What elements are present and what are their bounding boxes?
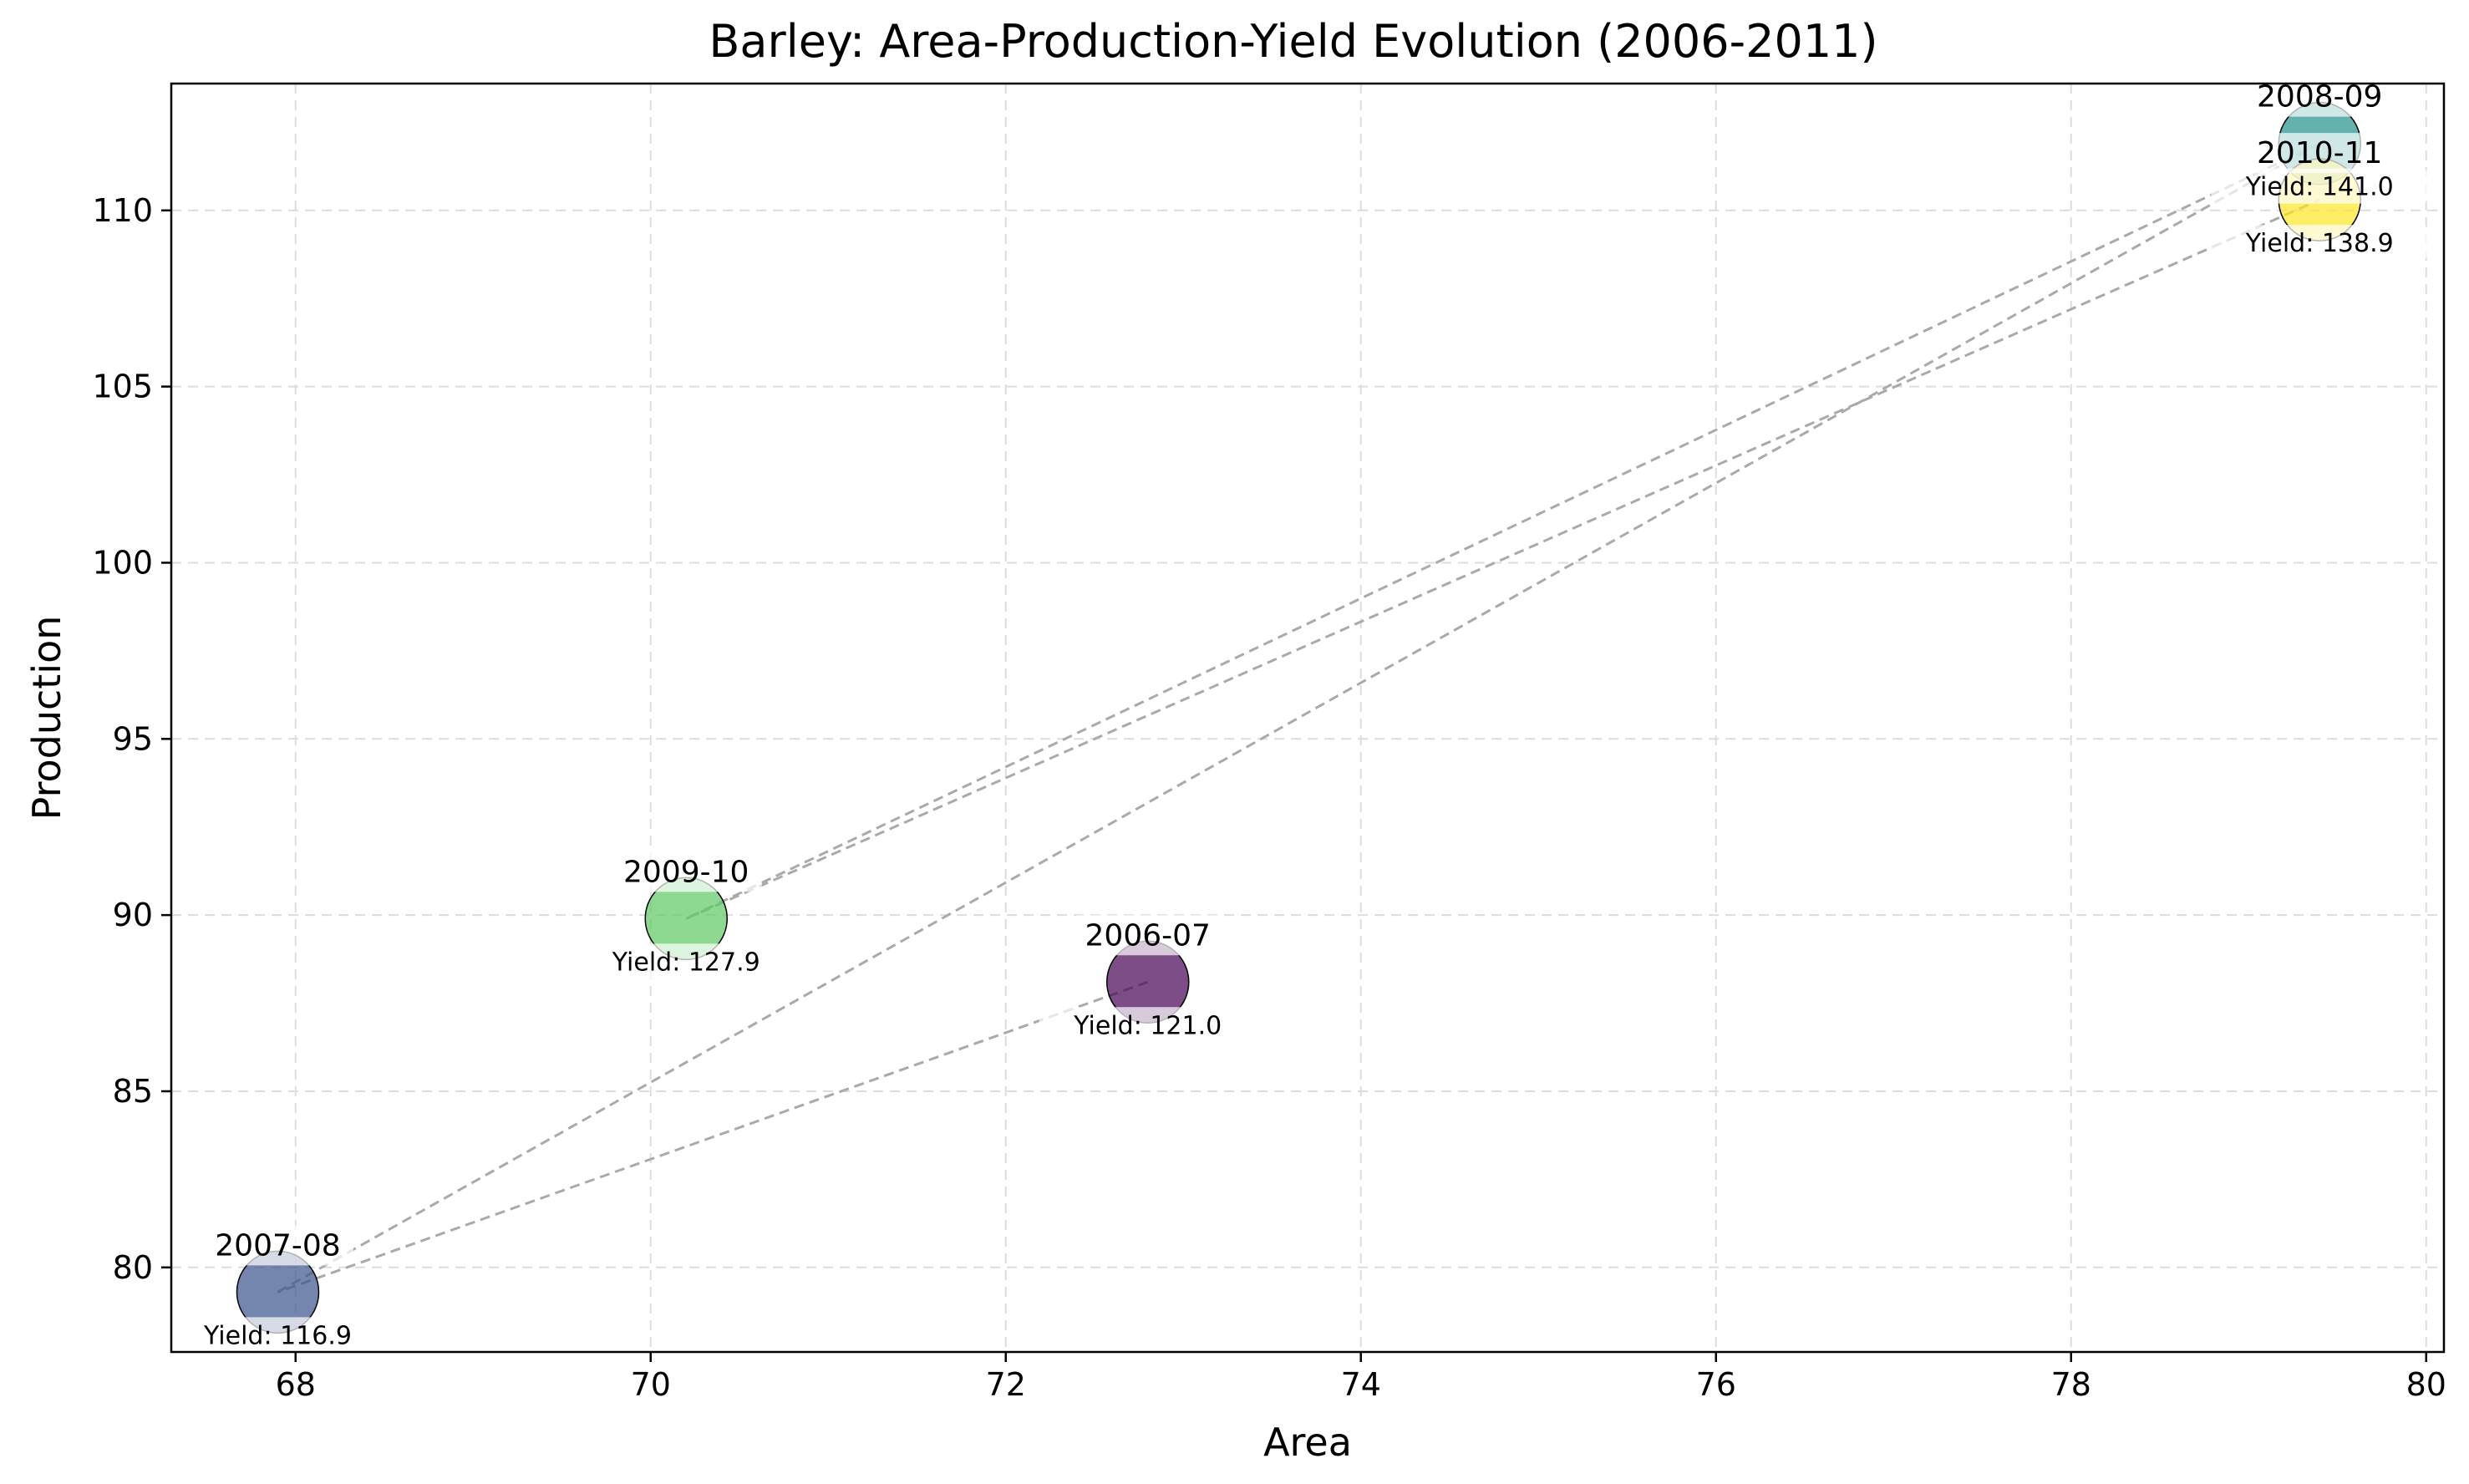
y-tick-label: 105 <box>92 368 153 405</box>
x-axis-label: Area <box>1263 1420 1352 1465</box>
period-label-bg <box>2243 76 2395 117</box>
yield-label: Yield: 141.0 <box>2245 173 2394 202</box>
x-tick-label: 68 <box>276 1366 316 1403</box>
period-label-bg <box>202 1225 353 1266</box>
y-tick-label: 110 <box>92 192 153 229</box>
period-label: 2008-09 <box>2257 80 2382 114</box>
trajectory-segment <box>685 198 2320 920</box>
period-label: 2009-10 <box>623 855 749 889</box>
yield-label-bg <box>577 943 795 979</box>
y-axis-ticks: 80 85 90 95 100 105 110 <box>92 192 171 1286</box>
yield-label: Yield: 127.9 <box>612 948 760 977</box>
yield-label: Yield: 121.0 <box>1073 1011 1222 1040</box>
trajectory-segment <box>277 980 1149 1293</box>
yield-label: Yield: 138.9 <box>2245 229 2394 258</box>
x-tick-label: 72 <box>986 1366 1026 1403</box>
period-label: 2007-08 <box>215 1228 340 1263</box>
period-label: 2010-11 <box>2257 136 2382 170</box>
trajectory-segment <box>277 142 2320 1293</box>
x-tick-label: 76 <box>1696 1366 1736 1403</box>
plot-frame <box>170 82 2446 1354</box>
yield-label: Yield: 116.9 <box>203 1321 352 1350</box>
x-tick-label: 70 <box>631 1366 671 1403</box>
y-axis-label: Production <box>24 616 69 821</box>
y-tick-label: 85 <box>113 1073 153 1110</box>
trajectory-lines <box>277 142 2320 1293</box>
period-label-bg <box>610 851 762 892</box>
x-tick-label: 78 <box>2051 1366 2091 1403</box>
y-tick-label: 95 <box>113 720 153 757</box>
period-label: 2006-07 <box>1085 918 1211 953</box>
y-tick-label: 90 <box>113 897 153 933</box>
yield-label-bg <box>2211 168 2429 204</box>
y-tick-label: 80 <box>113 1249 153 1286</box>
grid-layer <box>171 84 2444 1352</box>
point-labels: 2006-07 Yield: 121.0 2007-08 Yield: 116.9 20… <box>169 76 2429 1353</box>
period-label-bg <box>1072 915 1224 956</box>
chart-title: Barley: Area-Production-Yield Evolution … <box>709 15 1877 68</box>
yield-label-bg <box>169 1317 387 1353</box>
period-label-bg <box>2243 133 2395 174</box>
yield-label-bg <box>2211 225 2429 261</box>
x-tick-label: 74 <box>1341 1366 1381 1403</box>
yield-label-bg <box>1039 1007 1257 1043</box>
x-tick-label: 80 <box>2406 1366 2446 1403</box>
y-tick-label: 100 <box>92 544 153 581</box>
x-axis-ticks: 68 70 72 74 76 78 80 <box>276 1352 2446 1403</box>
